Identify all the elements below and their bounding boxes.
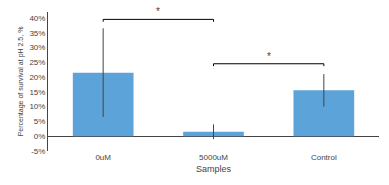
svg-text:Samples: Samples bbox=[196, 164, 232, 174]
svg-text:Percentage of survival at pH 2: Percentage of survival at pH 2.5, % bbox=[17, 27, 25, 137]
svg-text:25%: 25% bbox=[29, 58, 45, 67]
svg-text:-5%: -5% bbox=[31, 147, 45, 156]
svg-text:0uM: 0uM bbox=[95, 153, 111, 162]
svg-text:40%: 40% bbox=[29, 14, 45, 23]
svg-text:10%: 10% bbox=[29, 102, 45, 111]
svg-text:20%: 20% bbox=[29, 73, 45, 82]
svg-text:15%: 15% bbox=[29, 88, 45, 97]
svg-text:5%: 5% bbox=[34, 117, 46, 126]
svg-text:0%: 0% bbox=[34, 132, 46, 141]
svg-text:*: * bbox=[267, 51, 271, 62]
svg-text:5000uM: 5000uM bbox=[199, 153, 228, 162]
svg-text:35%: 35% bbox=[29, 29, 45, 38]
svg-text:30%: 30% bbox=[29, 43, 45, 52]
svg-text:Control: Control bbox=[311, 153, 337, 162]
svg-text:*: * bbox=[156, 6, 160, 17]
